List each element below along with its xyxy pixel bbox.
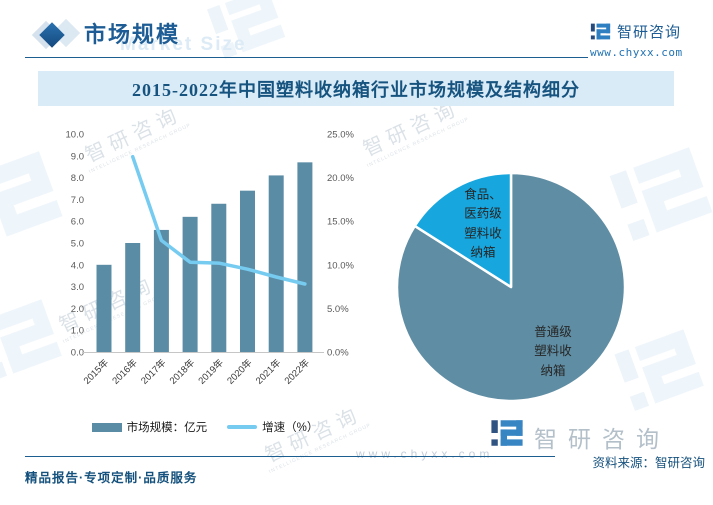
x-axis-label: 2016年 [110, 356, 141, 387]
brand-watermark-name: 智研咨询 [534, 426, 670, 452]
logo-shape [231, 5, 279, 34]
logo-shape [0, 151, 45, 188]
bar-2020年 [240, 190, 255, 352]
legend-label: 增速（%） [262, 422, 319, 434]
logo-shape [634, 329, 689, 362]
right-axis-tick: 10.0% [327, 260, 354, 271]
logo-shape [500, 429, 507, 446]
logo-shape [596, 29, 601, 40]
logo-shape [650, 371, 704, 404]
bar-2015年 [96, 264, 112, 352]
logo-shape [500, 439, 523, 446]
logo-shape [641, 185, 673, 233]
brand-watermark-url: www.chyxx.com [356, 447, 494, 461]
data-source: 资料来源：智研咨询 [592, 456, 705, 470]
left-axis-tick: 8.0 [71, 173, 84, 184]
logo-shape [516, 420, 523, 436]
right-axis-tick: 20.0% [327, 173, 354, 184]
legend-label: 市场规模：亿元 [126, 422, 208, 434]
logo-shape [254, 0, 279, 23]
left-axis-tick: 10.0 [66, 130, 85, 141]
barline-chart-canvas: 0.0 1.0 2.0 3.0 4.0 5.0 6.0 7.0 8.0 9.0 10.0 0.0% 5.… [66, 130, 355, 387]
logo-shape [672, 147, 704, 193]
logo-shape [629, 391, 650, 411]
logo-shape [596, 35, 611, 40]
left-axis-tick: 2.0 [71, 304, 84, 315]
logo-shape [641, 170, 704, 208]
left-axis-tick: 4.0 [71, 260, 84, 271]
logo-shape [0, 361, 8, 381]
pie-label-ordinary-grade: 普通级塑料收纳箱 [534, 324, 572, 378]
pie-label-food-pharma-grade: 食品、医药级塑料收纳箱 [464, 187, 502, 260]
legend-item-growth: 增速（%） [227, 419, 318, 435]
pie-slice [413, 171, 513, 289]
left-axis-tick: 1.0 [71, 326, 84, 337]
section-diamond-icon [31, 18, 81, 52]
x-axis-label: 2018年 [167, 356, 198, 387]
x-axis-label: 2019年 [196, 356, 227, 387]
growth-line [130, 154, 307, 286]
brand-logo-watermark-icon [490, 416, 524, 455]
right-axis-tick: 0.0% [327, 348, 349, 359]
logo-shape [596, 23, 611, 28]
left-axis-tick: 7.0 [71, 195, 84, 206]
logo-shape [642, 362, 670, 404]
logo-shape [590, 35, 595, 40]
bar-series-swatch [91, 422, 122, 432]
x-axis-label: 2022年 [282, 356, 313, 387]
logo-shape [606, 23, 611, 34]
bar-2016年 [125, 243, 141, 352]
x-axis-label: 2015年 [81, 356, 112, 387]
logo-shape [669, 329, 696, 370]
brand-logo-block[interactable]: 智研咨询 www.chyxx.com [590, 21, 710, 59]
x-axis-label: 2017年 [138, 356, 169, 387]
x-axis-label: 2020年 [224, 356, 255, 387]
logo-shape [642, 349, 696, 382]
logo-shape [500, 429, 523, 436]
footer-tagline: 精品报告·专项定制·品质服务 [25, 471, 198, 485]
left-axis-tick: 3.0 [71, 282, 84, 293]
logo-shape [0, 189, 23, 237]
logo-shape [0, 332, 28, 374]
left-axis-tick: 0.0 [71, 348, 84, 359]
brand-name: 智研咨询 [617, 24, 682, 41]
bar-2018年 [182, 216, 198, 352]
logo-shape [590, 23, 595, 32]
brand-url[interactable]: www.chyxx.com [590, 46, 683, 59]
bar-2022年 [297, 162, 313, 352]
section-title: 市场规模 [84, 22, 181, 47]
bar-2017年 [153, 229, 169, 352]
line-series-swatch [227, 425, 258, 429]
logo-shape [633, 147, 695, 184]
right-axis-tick: 5.0% [327, 304, 349, 315]
left-axis-tick: 9.0 [71, 151, 84, 162]
logo-shape [491, 420, 498, 433]
logo-shape [650, 195, 713, 233]
chart-title-bar: 2015-2022年中国塑料收纳箱行业市场规模及结构细分 [38, 71, 674, 106]
barline-chart: 0.0 1.0 2.0 3.0 4.0 5.0 6.0 7.0 8.0 9.0 10.0 0.0% 5.… [40, 125, 370, 425]
right-axis-tick: 15.0% [327, 217, 354, 228]
x-axis-label: 2021年 [253, 356, 284, 387]
pie-chart-canvas [395, 171, 627, 403]
pie-chart: 普通级塑料收纳箱 食品、医药级塑料收纳箱 [391, 167, 631, 407]
logo-shape [224, 0, 272, 16]
logo-shape [491, 439, 498, 446]
bar-2019年 [211, 203, 227, 352]
right-axis-tick: 25.0% [327, 130, 354, 141]
logo-shape [500, 420, 523, 427]
legend-item-market-size: 市场规模：亿元 [91, 419, 208, 435]
bar-2021年 [268, 175, 284, 352]
chart-title: 2015-2022年中国塑料收纳箱行业市场规模及结构细分 [132, 79, 580, 100]
left-axis-tick: 5.0 [71, 239, 84, 250]
logo-shape [596, 29, 611, 34]
header-watermark-text: Market Size [120, 34, 247, 55]
chyxx-logo-icon [590, 23, 611, 40]
footer-divider [25, 456, 555, 457]
left-axis-tick: 6.0 [71, 217, 84, 228]
logo-shape [207, 4, 229, 35]
chart-legend: 市场规模：亿元 增速（%） [40, 419, 370, 435]
header-divider [25, 57, 588, 58]
